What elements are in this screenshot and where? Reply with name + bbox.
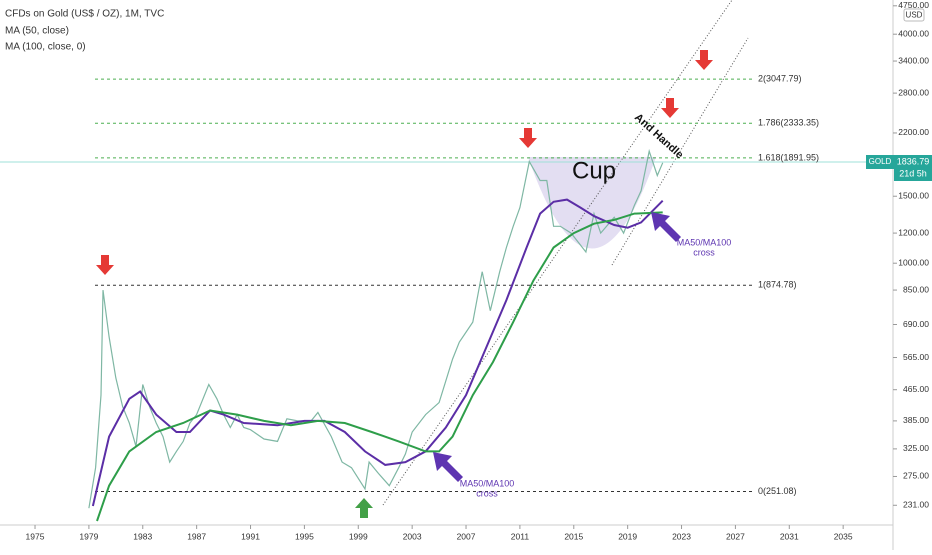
y-tick-label: 385.00 — [903, 415, 929, 425]
series-line — [96, 211, 663, 522]
plot — [88, 78, 755, 522]
level-label: 0(251.08) — [758, 486, 797, 496]
countdown: 21d 5h — [899, 168, 927, 178]
x-tick-label: 1991 — [241, 531, 260, 541]
arrow — [355, 498, 373, 518]
x-tick-label: 2035 — [834, 531, 853, 541]
level-label: 1(874.78) — [758, 280, 797, 290]
annotation: cross — [693, 247, 715, 257]
y-tick-label: 325.00 — [903, 443, 929, 453]
cup-shape — [528, 157, 656, 249]
y-tick-label: 690.00 — [903, 319, 929, 329]
arrow — [661, 98, 679, 118]
symbol-tag — [866, 155, 894, 169]
y-tick-label: 1500.00 — [898, 190, 929, 200]
series-line — [91, 198, 664, 507]
arrow — [651, 212, 681, 242]
arrow — [519, 128, 537, 148]
arrow — [695, 50, 713, 70]
y-tick-label: 565.00 — [903, 352, 929, 362]
y-tick-label: 2800.00 — [898, 87, 929, 97]
y-tick-label: 465.00 — [903, 384, 929, 394]
x-tick-label: 1987 — [187, 531, 206, 541]
y-tick-label: 3400.00 — [898, 55, 929, 65]
arrow — [433, 452, 463, 482]
x-tick-label: 1979 — [79, 531, 98, 541]
x-tick-label: 2003 — [403, 531, 422, 541]
chart-title: CFDs on Gold (US$ / OZ), 1M, TVC — [5, 9, 164, 20]
y-tick-label: 4750.00 — [898, 0, 929, 10]
annotation: Cup — [572, 157, 616, 184]
x-tick-label: 1999 — [349, 531, 368, 541]
level-label: 2(3047.79) — [758, 73, 802, 83]
annotation: MA50/MA100 — [460, 478, 515, 488]
x-tick-label: 2027 — [726, 531, 745, 541]
x-tick-label: 2023 — [672, 531, 691, 541]
legend-entry: MA (50, close) — [5, 26, 69, 37]
x-tick-label: 2011 — [511, 531, 530, 541]
arrow — [96, 255, 114, 275]
x-tick-label: 2007 — [457, 531, 476, 541]
y-tick-label: 4000.00 — [898, 28, 929, 38]
level-label: 1.786(2333.35) — [758, 118, 819, 128]
channel-line — [611, 37, 749, 266]
currency: USD — [906, 11, 923, 20]
annotation: MA50/MA100 — [677, 237, 732, 247]
x-tick-label: 2019 — [618, 531, 637, 541]
y-tick-label: 1200.00 — [898, 227, 929, 237]
last-price: 1836.79 — [897, 156, 930, 166]
x-tick-label: 2031 — [780, 531, 799, 541]
symbol: GOLD — [869, 157, 892, 166]
x-tick-label: 1995 — [295, 531, 314, 541]
y-tick-label: 275.00 — [903, 471, 929, 481]
x-tick-label: 2015 — [564, 531, 583, 541]
y-tick-label: 2200.00 — [898, 127, 929, 137]
x-tick-label: 1975 — [26, 531, 45, 541]
level-label: 1.618(1891.95) — [758, 152, 819, 162]
annotation: cross — [476, 488, 498, 498]
price-tag — [894, 155, 932, 181]
channel-line — [382, 0, 733, 506]
currency-box — [903, 8, 925, 22]
legend-entry: MA (100, close, 0) — [5, 42, 86, 53]
y-tick-label: 1000.00 — [898, 257, 929, 267]
y-tick-label: 850.00 — [903, 284, 929, 294]
x-tick-label: 1983 — [133, 531, 152, 541]
y-tick-label: 231.00 — [903, 500, 929, 510]
series-line — [88, 148, 664, 509]
